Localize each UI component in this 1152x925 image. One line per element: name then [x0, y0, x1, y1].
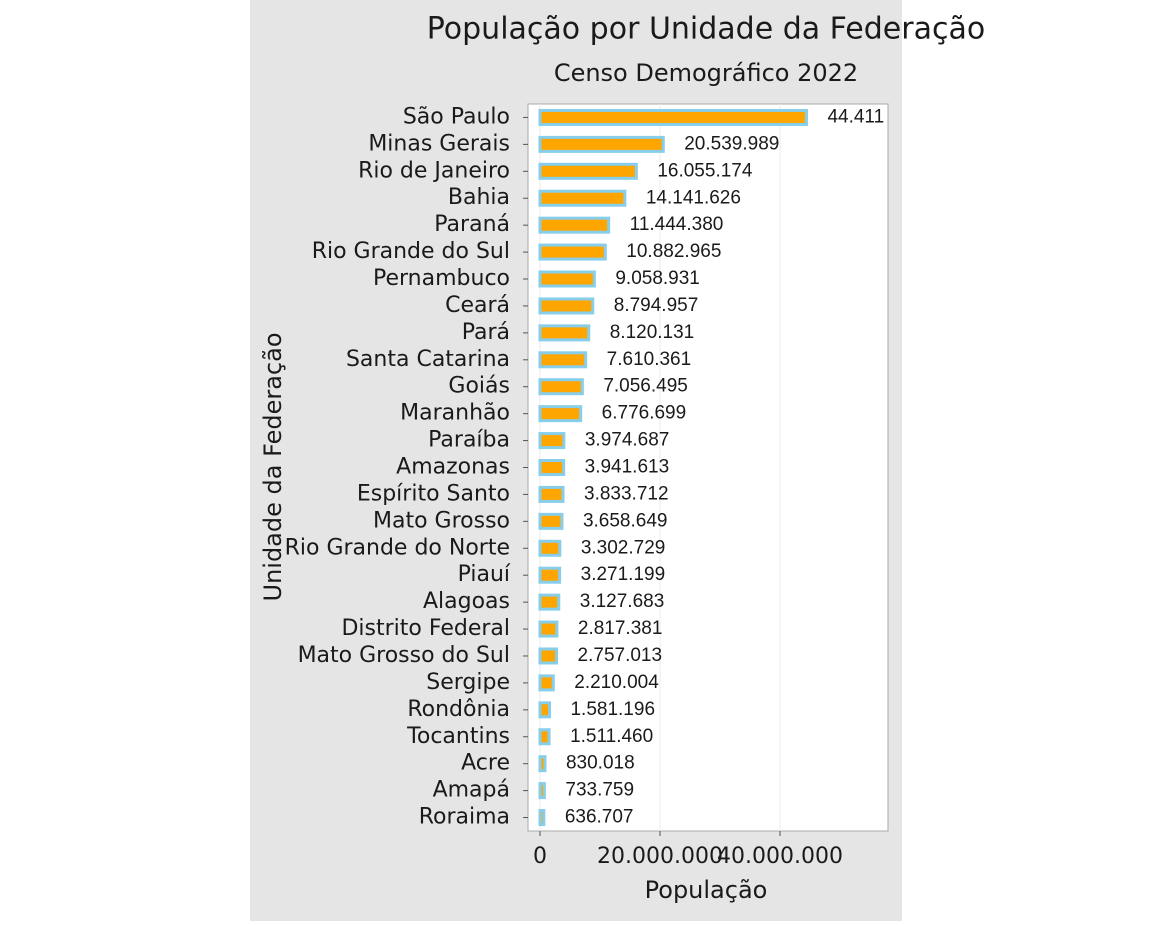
x-tick-label: 40.000.000 — [717, 844, 843, 869]
bar — [538, 135, 665, 153]
bar — [538, 674, 555, 692]
value-label: 3.833.712 — [584, 483, 669, 504]
value-label: 16.055.174 — [657, 160, 753, 181]
y-tick-label: Bahia — [448, 185, 510, 210]
value-label: 830.018 — [566, 753, 635, 774]
y-tick-label: Tocantins — [406, 724, 510, 749]
bar — [538, 297, 595, 315]
value-label: 7.056.495 — [603, 376, 688, 397]
bar — [538, 512, 564, 530]
value-label: 11.444.380 — [630, 214, 724, 235]
y-tick-label: São Paulo — [403, 104, 510, 129]
y-tick-label: Sergipe — [426, 670, 510, 695]
x-tick-label: 0 — [533, 844, 547, 869]
bar — [538, 782, 546, 800]
y-tick-label: Minas Gerais — [368, 131, 510, 156]
y-tick-label: Amazonas — [396, 455, 510, 480]
value-label: 1.581.196 — [570, 699, 655, 720]
chart-subtitle: Censo Demográfico 2022 — [554, 59, 858, 87]
x-tick-label: 20.000.000 — [597, 844, 723, 869]
y-tick-label: Pernambuco — [373, 266, 510, 291]
y-tick-label: Paraná — [434, 212, 510, 237]
value-label: 14.141.626 — [646, 187, 741, 208]
bar — [538, 539, 562, 557]
bar — [538, 593, 561, 611]
y-tick-label: Rio Grande do Sul — [312, 239, 510, 264]
bar — [538, 162, 638, 180]
value-label: 1.511.460 — [570, 726, 653, 747]
bar — [538, 432, 566, 450]
bar — [538, 701, 551, 719]
value-label: 3.302.729 — [581, 537, 666, 558]
value-label: 3.974.687 — [585, 430, 670, 451]
value-label: 3.941.613 — [585, 457, 670, 478]
value-label: 3.658.649 — [583, 510, 668, 531]
value-label: 636.707 — [565, 807, 634, 828]
bar — [538, 459, 566, 476]
value-label: 8.120.131 — [610, 322, 695, 343]
bar — [538, 620, 559, 638]
bar — [538, 485, 565, 503]
bar — [538, 378, 584, 396]
y-tick-label: Espírito Santo — [357, 481, 510, 506]
value-label: 7.610.361 — [607, 349, 692, 370]
y-tick-label: Amapá — [433, 778, 510, 803]
y-axis-title: Unidade da Federação — [259, 332, 287, 601]
y-tick-label: Rio de Janeiro — [358, 158, 510, 183]
y-tick-label: Rio Grande do Norte — [285, 535, 510, 560]
value-label: 2.817.381 — [578, 618, 663, 639]
bar — [538, 324, 591, 342]
y-tick-label: Paraíba — [428, 428, 510, 453]
y-tick-label: Distrito Federal — [341, 616, 510, 641]
y-tick-label: Santa Catarina — [346, 347, 510, 372]
value-label: 3.271.199 — [581, 564, 666, 585]
value-label: 733.759 — [565, 780, 634, 801]
y-tick-label: Piauí — [458, 562, 511, 587]
value-label: 6.776.699 — [602, 403, 687, 424]
value-label: 2.757.013 — [578, 645, 663, 666]
y-tick-label: Pará — [462, 320, 510, 345]
value-label: 9.058.931 — [615, 268, 700, 289]
bar — [538, 755, 547, 773]
value-label: 3.127.683 — [580, 591, 665, 612]
bar — [538, 647, 559, 665]
x-axis-title: População — [645, 876, 768, 904]
value-label: 20.539.989 — [684, 133, 779, 154]
y-tick-label: Acre — [461, 751, 510, 776]
y-tick-label: Maranhão — [400, 401, 510, 426]
bar — [538, 405, 583, 423]
y-tick-label: Ceará — [445, 293, 510, 318]
bar — [538, 566, 562, 584]
bar — [538, 270, 596, 288]
value-label: 2.210.004 — [574, 672, 659, 693]
value-label: 44.411 — [827, 106, 884, 127]
value-label: 8.794.957 — [614, 295, 699, 316]
y-tick-label: Mato Grosso do Sul — [298, 643, 510, 668]
y-tick-label: Mato Grosso — [373, 508, 510, 533]
bar — [538, 809, 546, 827]
plot-area — [527, 103, 889, 832]
value-label: 10.882.965 — [626, 241, 721, 262]
y-tick-label: Goiás — [448, 374, 510, 399]
chart-title: População por Unidade da Federação — [427, 12, 985, 47]
y-tick-label: Alagoas — [423, 589, 510, 614]
bar — [538, 728, 551, 746]
y-tick-label: Roraima — [419, 805, 510, 830]
bar — [538, 189, 627, 207]
y-tick-label: Rondônia — [407, 697, 510, 722]
bar — [538, 216, 611, 234]
bar — [538, 108, 808, 126]
bar — [538, 351, 588, 369]
bar — [538, 243, 607, 261]
